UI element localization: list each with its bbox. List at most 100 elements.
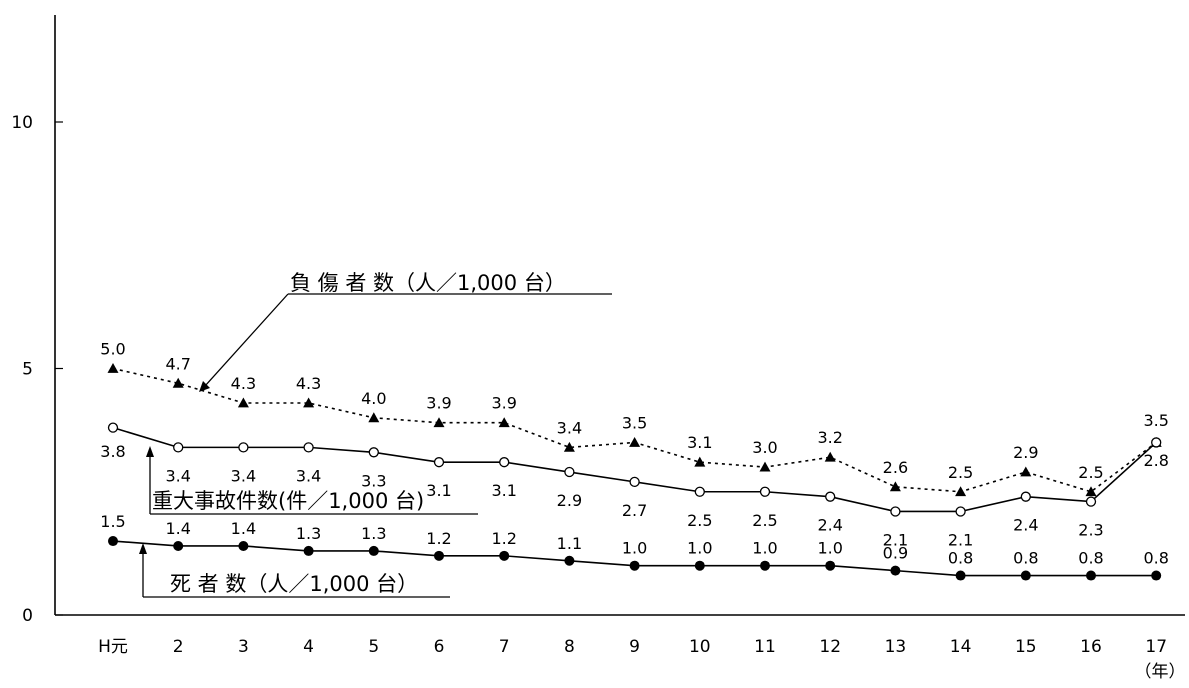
data-point — [629, 476, 640, 488]
data-label: 1.0 — [817, 539, 842, 558]
data-label: 4.3 — [231, 374, 256, 393]
data-label: 1.5 — [100, 512, 125, 531]
data-label: 1.0 — [622, 539, 647, 558]
data-point — [172, 377, 184, 388]
data-label: 0.8 — [1143, 549, 1168, 568]
data-point — [368, 545, 379, 556]
data-label: 3.1 — [491, 481, 516, 500]
legend-deaths-label: 死 者 数（人／1,000 台） — [170, 572, 418, 596]
data-label: 2.1 — [883, 530, 908, 549]
data-label: 1.2 — [491, 529, 516, 548]
data-label: 3.1 — [687, 433, 712, 452]
data-label: 3.0 — [752, 438, 777, 457]
data-point — [1085, 496, 1097, 507]
data-point — [629, 560, 640, 571]
data-label: 2.5 — [1078, 463, 1103, 482]
data-point — [368, 412, 380, 423]
data-label: 1.4 — [231, 519, 256, 538]
x-axis-unit: （年） — [1135, 662, 1186, 682]
y-tick-label: 5 — [22, 360, 33, 380]
data-point — [955, 506, 966, 517]
data-point — [237, 397, 249, 408]
data-point — [433, 417, 445, 428]
data-point — [694, 486, 705, 497]
data-point — [238, 442, 249, 453]
data-label: 3.4 — [557, 418, 582, 437]
data-label: 3.5 — [1143, 411, 1168, 430]
data-point — [107, 363, 119, 373]
data-point — [629, 436, 641, 447]
x-tick-label: 3 — [238, 637, 249, 657]
data-point — [1151, 437, 1162, 448]
data-label: 2.5 — [948, 463, 973, 482]
data-label: 4.3 — [296, 374, 321, 393]
data-point — [564, 466, 575, 478]
data-label: 3.9 — [491, 394, 516, 413]
data-point — [499, 550, 510, 561]
data-label: 2.4 — [817, 516, 842, 535]
y-tick-label: 0 — [22, 606, 33, 626]
data-point — [564, 555, 575, 566]
data-point — [434, 550, 444, 561]
data-point — [890, 565, 901, 576]
x-tick-label: H元 — [98, 637, 128, 657]
data-point — [108, 536, 118, 547]
data-label: 4.0 — [361, 389, 386, 408]
data-label: 2.9 — [557, 491, 582, 510]
data-label: 3.8 — [100, 442, 125, 461]
data-point — [1020, 570, 1031, 581]
legend-injured-leader — [204, 293, 289, 387]
data-point — [1085, 486, 1097, 497]
data-point — [955, 486, 967, 497]
data-label: 2.1 — [948, 530, 973, 549]
data-label: 2.7 — [622, 501, 647, 520]
data-point — [694, 456, 706, 467]
data-label: 2.5 — [752, 511, 777, 530]
data-label: 3.4 — [231, 466, 256, 485]
data-point — [760, 560, 770, 571]
data-label: 1.3 — [361, 524, 386, 543]
data-point — [238, 540, 249, 551]
data-label: 3.4 — [296, 466, 321, 485]
x-tick-label: 4 — [303, 637, 314, 657]
x-tick-label: 12 — [819, 637, 841, 657]
data-point — [825, 560, 836, 571]
data-point — [303, 545, 314, 556]
x-tick-label: 7 — [499, 637, 510, 657]
legend-injured-label: 負 傷 者 数（人／1,000 台） — [290, 271, 566, 295]
legend-injured-arrowhead — [199, 381, 210, 392]
data-label: 1.3 — [296, 524, 321, 543]
data-label: 3.1 — [426, 481, 451, 500]
data-point — [498, 417, 510, 428]
data-label: 2.8 — [1143, 451, 1168, 470]
data-point — [955, 570, 966, 581]
x-tick-label: 9 — [629, 637, 640, 657]
data-label: 3.2 — [817, 428, 842, 447]
data-point — [173, 442, 184, 453]
data-label: 0.8 — [1078, 549, 1103, 568]
data-label: 2.6 — [883, 458, 908, 477]
x-tick-label: 2 — [173, 637, 184, 657]
data-label: 5.0 — [100, 340, 125, 359]
data-label: 2.4 — [1013, 516, 1038, 535]
data-label: 1.2 — [426, 529, 451, 548]
data-point — [824, 451, 836, 462]
x-tick-label: 5 — [368, 637, 379, 657]
data-label: 3.4 — [165, 466, 190, 485]
data-label: 0.8 — [1013, 549, 1038, 568]
y-tick-label: 10 — [11, 113, 33, 133]
data-point — [890, 506, 901, 517]
data-label: 1.1 — [557, 534, 582, 553]
data-label: 1.4 — [165, 519, 190, 538]
data-label: 3.9 — [426, 394, 451, 413]
data-point — [825, 491, 836, 502]
x-tick-label: 17 — [1145, 637, 1167, 657]
x-tick-label: 14 — [950, 637, 972, 657]
data-point — [889, 481, 901, 492]
data-label: 3.3 — [361, 471, 386, 490]
x-tick-label: 16 — [1080, 637, 1102, 657]
data-point — [303, 397, 315, 408]
data-label: 0.9 — [883, 544, 908, 563]
